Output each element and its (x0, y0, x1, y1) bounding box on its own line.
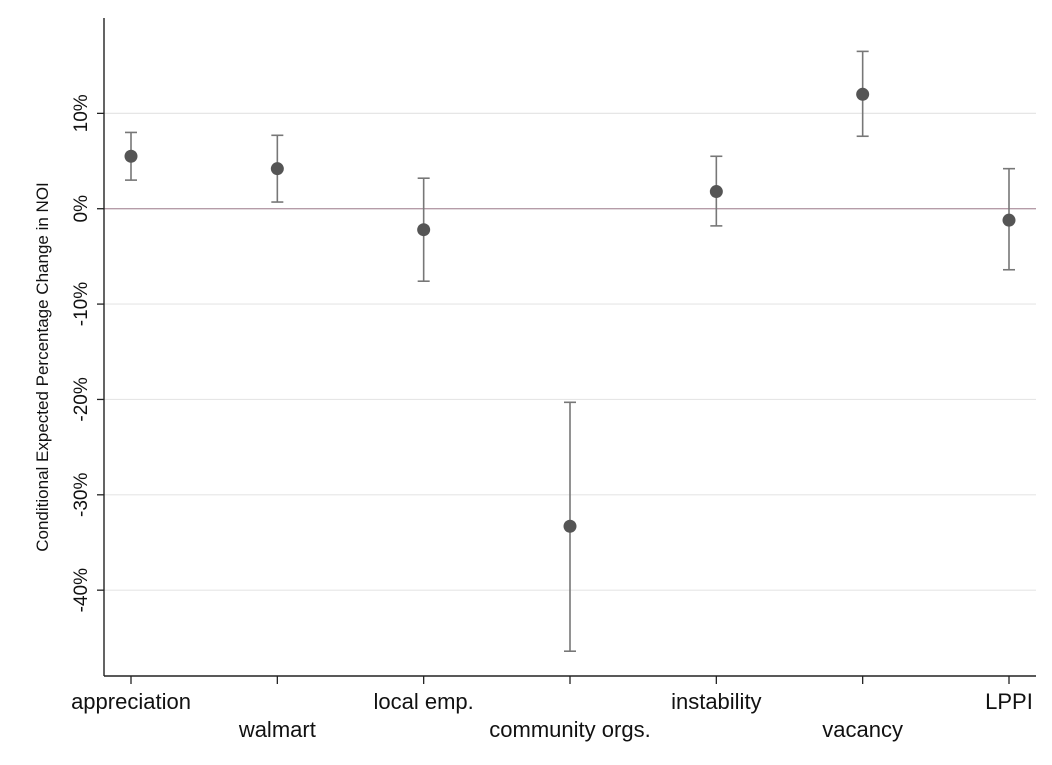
y-tick-label: -10% (71, 282, 92, 326)
y-axis-title: Conditional Expected Percentage Change i… (33, 182, 52, 552)
x-tick-label: instability (671, 689, 761, 714)
data-point (563, 519, 577, 533)
y-tick-label: -40% (71, 568, 92, 612)
x-tick-label: vacancy (822, 717, 903, 742)
marks-layer (124, 50, 1016, 653)
labels-layer: 10% 0% -10% -20% -30% -40% appreciation walmart… (33, 94, 1033, 742)
x-tick-label: walmart (238, 717, 316, 742)
x-tick-label: community orgs. (489, 717, 650, 742)
data-point (1002, 213, 1016, 227)
y-tick-label: 10% (71, 94, 92, 132)
data-point (270, 162, 284, 176)
axes-layer (97, 18, 1036, 684)
y-tick-label: -30% (71, 473, 92, 517)
y-tick-label: 0% (71, 195, 92, 223)
data-point (124, 149, 138, 163)
x-tick-label: local emp. (374, 689, 474, 714)
data-point (417, 223, 431, 237)
x-tick-label: appreciation (71, 689, 191, 714)
data-point (856, 87, 870, 101)
x-tick-label: LPPI (985, 689, 1033, 714)
data-point (709, 185, 723, 199)
y-tick-label: -20% (71, 377, 92, 421)
